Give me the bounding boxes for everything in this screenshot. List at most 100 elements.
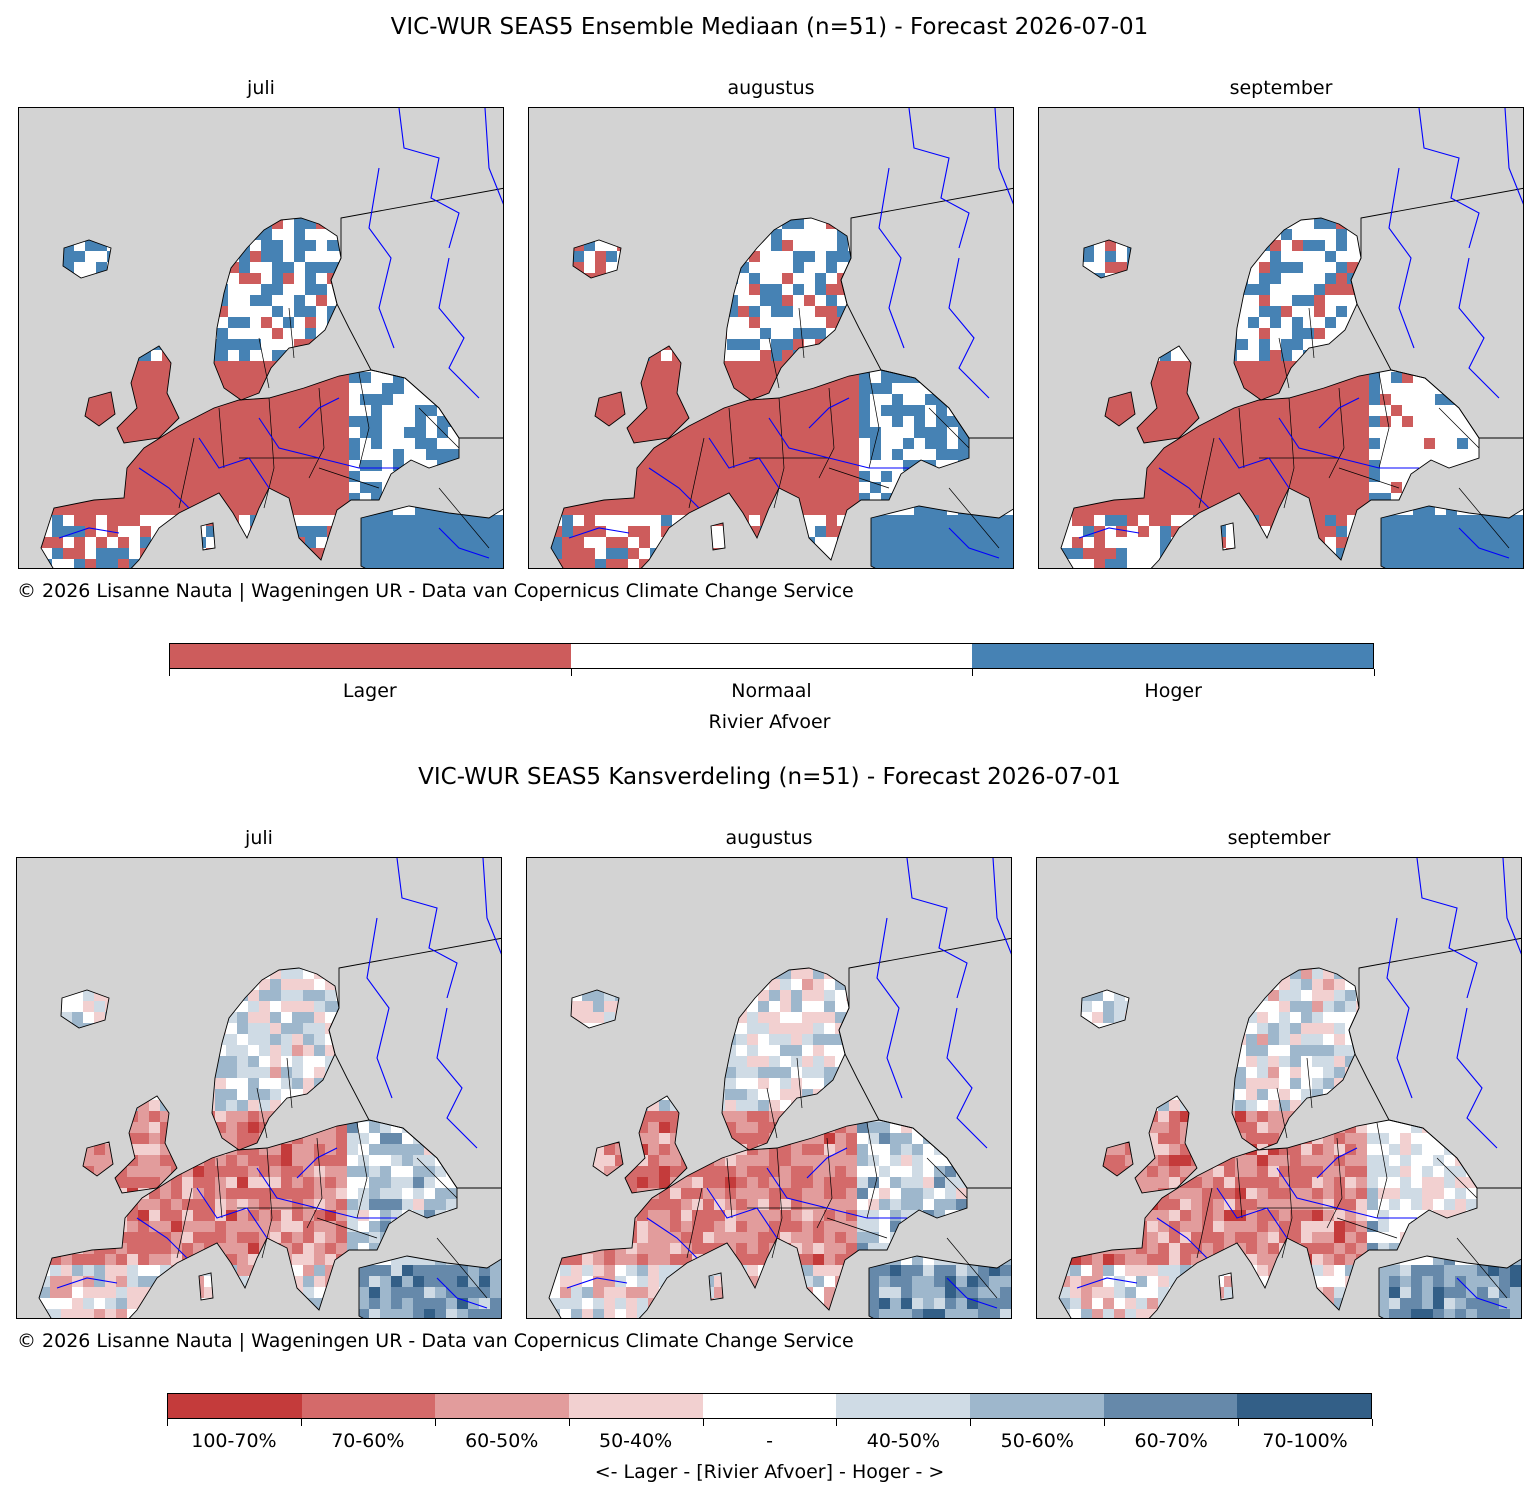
coastline <box>358 1255 501 1318</box>
coastline <box>62 239 112 279</box>
country-border <box>1338 467 1400 489</box>
probability-colorbar-segment <box>702 1394 837 1418</box>
country-border <box>178 437 195 509</box>
river <box>568 527 630 539</box>
river <box>396 858 458 999</box>
probability-colorbar-segment <box>168 1394 302 1418</box>
probability-colorbar-tick <box>167 1419 168 1426</box>
river <box>648 467 700 509</box>
river <box>906 858 968 999</box>
country-border <box>286 1057 293 1109</box>
coastline <box>82 1141 114 1177</box>
river <box>1316 1147 1358 1179</box>
median-colorbar-title: Rivier Afvoer <box>708 711 831 733</box>
country-border <box>308 387 325 479</box>
river <box>908 108 970 249</box>
country-border <box>1326 1137 1343 1229</box>
country-border <box>928 407 970 449</box>
river <box>948 527 1000 559</box>
country-border <box>1196 1187 1213 1259</box>
coastline <box>328 937 501 1189</box>
probability-colorbar-label: 50-60% <box>1000 1430 1074 1452</box>
coastline <box>838 937 1011 1189</box>
country-border <box>1276 1087 1288 1139</box>
country-border <box>256 1087 268 1139</box>
country-border <box>816 1137 833 1229</box>
map-canvas <box>527 858 1011 1318</box>
probability-map-july <box>16 857 502 1319</box>
median-colorbar-label: Lager <box>342 680 397 702</box>
river <box>256 1167 397 1219</box>
river <box>1278 417 1419 469</box>
probability-colorbar-segment <box>1103 1394 1238 1418</box>
coastline <box>570 989 620 1029</box>
river <box>566 1277 628 1289</box>
river <box>58 527 120 539</box>
country-border <box>1281 1147 1293 1259</box>
country-border <box>1236 1157 1243 1219</box>
median-colorbar-tick <box>169 669 170 676</box>
country-border <box>768 337 780 389</box>
median-colorbar-label: Normaal <box>731 680 812 702</box>
country-border <box>866 1122 878 1219</box>
country-border <box>688 437 705 509</box>
country-border <box>288 307 295 359</box>
coastline <box>330 187 503 439</box>
probability-colorbar-label: 70-100% <box>1262 1430 1348 1452</box>
river <box>368 167 395 349</box>
country-border <box>818 387 835 479</box>
probability-colorbar-tick <box>1238 1419 1239 1426</box>
country-border <box>258 337 270 389</box>
probability-colorbar-label: 60-70% <box>1134 1430 1208 1452</box>
country-border <box>263 397 275 509</box>
coastline <box>1104 391 1136 427</box>
country-border <box>218 407 225 469</box>
median-panel-title-july: juli <box>247 77 275 99</box>
country-border <box>926 1157 968 1199</box>
country-border <box>1378 372 1390 469</box>
river <box>1078 527 1140 539</box>
coastline <box>114 1095 178 1194</box>
median-credit: © 2026 Lisanne Nauta | Wageningen UR - D… <box>17 580 854 602</box>
coastline <box>572 239 622 279</box>
coastline <box>360 505 503 568</box>
probability-colorbar-label: 60-50% <box>465 1430 539 1452</box>
country-border <box>1283 397 1295 509</box>
coastline <box>84 391 116 427</box>
river <box>1458 257 1500 399</box>
coastline <box>870 505 1013 568</box>
country-border <box>868 372 880 469</box>
probability-title: VIC-WUR SEAS5 Kansverdeling (n=51) - For… <box>418 764 1121 790</box>
river <box>1158 467 1210 509</box>
coastline <box>708 1272 724 1301</box>
river <box>994 108 1013 205</box>
probability-panel-title-august: augustus <box>725 827 813 849</box>
country-border <box>1278 337 1290 389</box>
probability-colorbar-segment <box>435 1394 570 1418</box>
coastline <box>1380 505 1523 568</box>
coastline <box>594 391 626 427</box>
probability-map-august <box>526 857 1012 1319</box>
river <box>1076 1277 1138 1289</box>
median-map-july <box>18 107 504 569</box>
median-colorbar-segment <box>571 644 972 668</box>
coastline <box>840 187 1013 439</box>
river <box>1456 1007 1498 1149</box>
probability-colorbar-label: 40-50% <box>866 1430 941 1452</box>
river <box>948 257 990 399</box>
probability-colorbar-label: - <box>766 1430 773 1452</box>
country-border <box>726 1157 733 1219</box>
country-border <box>418 407 460 449</box>
median-colorbar-tick <box>972 669 973 676</box>
river <box>1502 858 1521 955</box>
probability-colorbar-tick <box>301 1419 302 1426</box>
probability-colorbar-segment <box>301 1394 436 1418</box>
river <box>806 1147 848 1179</box>
river <box>436 1007 478 1149</box>
country-border <box>686 1187 703 1259</box>
country-border <box>1238 407 1245 469</box>
river <box>136 1217 188 1259</box>
country-border <box>1458 487 1510 549</box>
river <box>482 858 501 955</box>
river <box>766 1167 907 1219</box>
